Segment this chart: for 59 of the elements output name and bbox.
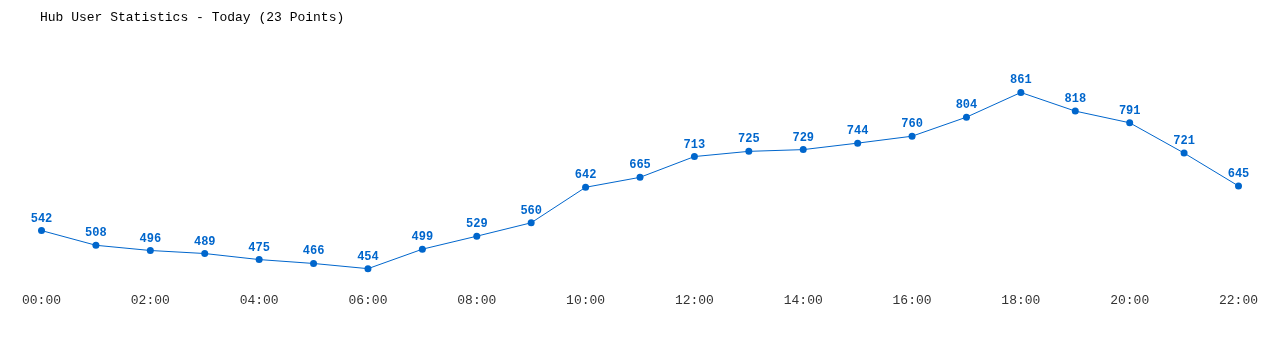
x-tick-label: 20:00 <box>1110 292 1150 308</box>
point <box>1235 182 1242 190</box>
point <box>636 173 644 181</box>
x-tick-label: 22:00 <box>1218 292 1258 308</box>
point <box>582 183 590 191</box>
data-label: 861 <box>1010 73 1032 88</box>
point <box>799 146 807 154</box>
data-label: 466 <box>302 244 325 259</box>
data-label: 645 <box>1227 167 1250 181</box>
point <box>1180 149 1188 157</box>
data-label: 560 <box>520 203 542 218</box>
x-tick-label: 02:00 <box>130 292 170 308</box>
data-label: 542 <box>30 211 53 226</box>
data-label: 475 <box>248 240 270 255</box>
point <box>690 153 698 161</box>
point <box>473 232 481 240</box>
point <box>418 245 426 253</box>
point <box>38 227 45 235</box>
x-tick-label: 08:00 <box>457 292 497 308</box>
point <box>908 132 916 140</box>
x-tick-label: 00:00 <box>22 292 62 308</box>
x-tick-label: 10:00 <box>566 292 606 308</box>
point <box>146 246 154 254</box>
data-label: 729 <box>792 130 815 145</box>
data-label: 721 <box>1173 134 1195 149</box>
point <box>92 241 100 249</box>
data-label: 665 <box>629 158 651 173</box>
x-tick-label: 06:00 <box>348 292 388 308</box>
data-label: 499 <box>411 230 434 245</box>
x-tick-label: 16:00 <box>892 292 932 308</box>
data-label: 791 <box>1118 103 1141 118</box>
data-label: 818 <box>1064 92 1087 107</box>
point <box>310 259 318 267</box>
chart-title: Hub User Statistics - Today (23 Points) <box>40 10 345 26</box>
point <box>745 147 753 155</box>
data-label: 508 <box>85 226 107 241</box>
data-label: 744 <box>846 124 869 139</box>
x-tick-label: 18:00 <box>1001 292 1041 308</box>
x-tick-label: 14:00 <box>783 292 823 308</box>
data-label: 454 <box>357 249 379 264</box>
point <box>364 265 372 273</box>
point <box>962 113 970 121</box>
data-label: 713 <box>683 137 706 152</box>
point <box>1071 107 1079 115</box>
point <box>255 256 263 264</box>
point <box>1126 119 1134 127</box>
x-tick-label: 12:00 <box>674 292 714 308</box>
data-label: 642 <box>574 168 597 183</box>
data-label: 529 <box>465 217 488 232</box>
data-label: 804 <box>955 98 978 113</box>
data-label: 760 <box>901 117 923 132</box>
data-label: 489 <box>193 234 216 249</box>
data-label: 725 <box>738 132 760 147</box>
point <box>201 250 209 258</box>
point <box>854 139 862 147</box>
point <box>527 219 535 227</box>
data-label: 496 <box>139 231 162 246</box>
x-tick-label: 04:00 <box>239 292 279 308</box>
point <box>1017 88 1025 96</box>
